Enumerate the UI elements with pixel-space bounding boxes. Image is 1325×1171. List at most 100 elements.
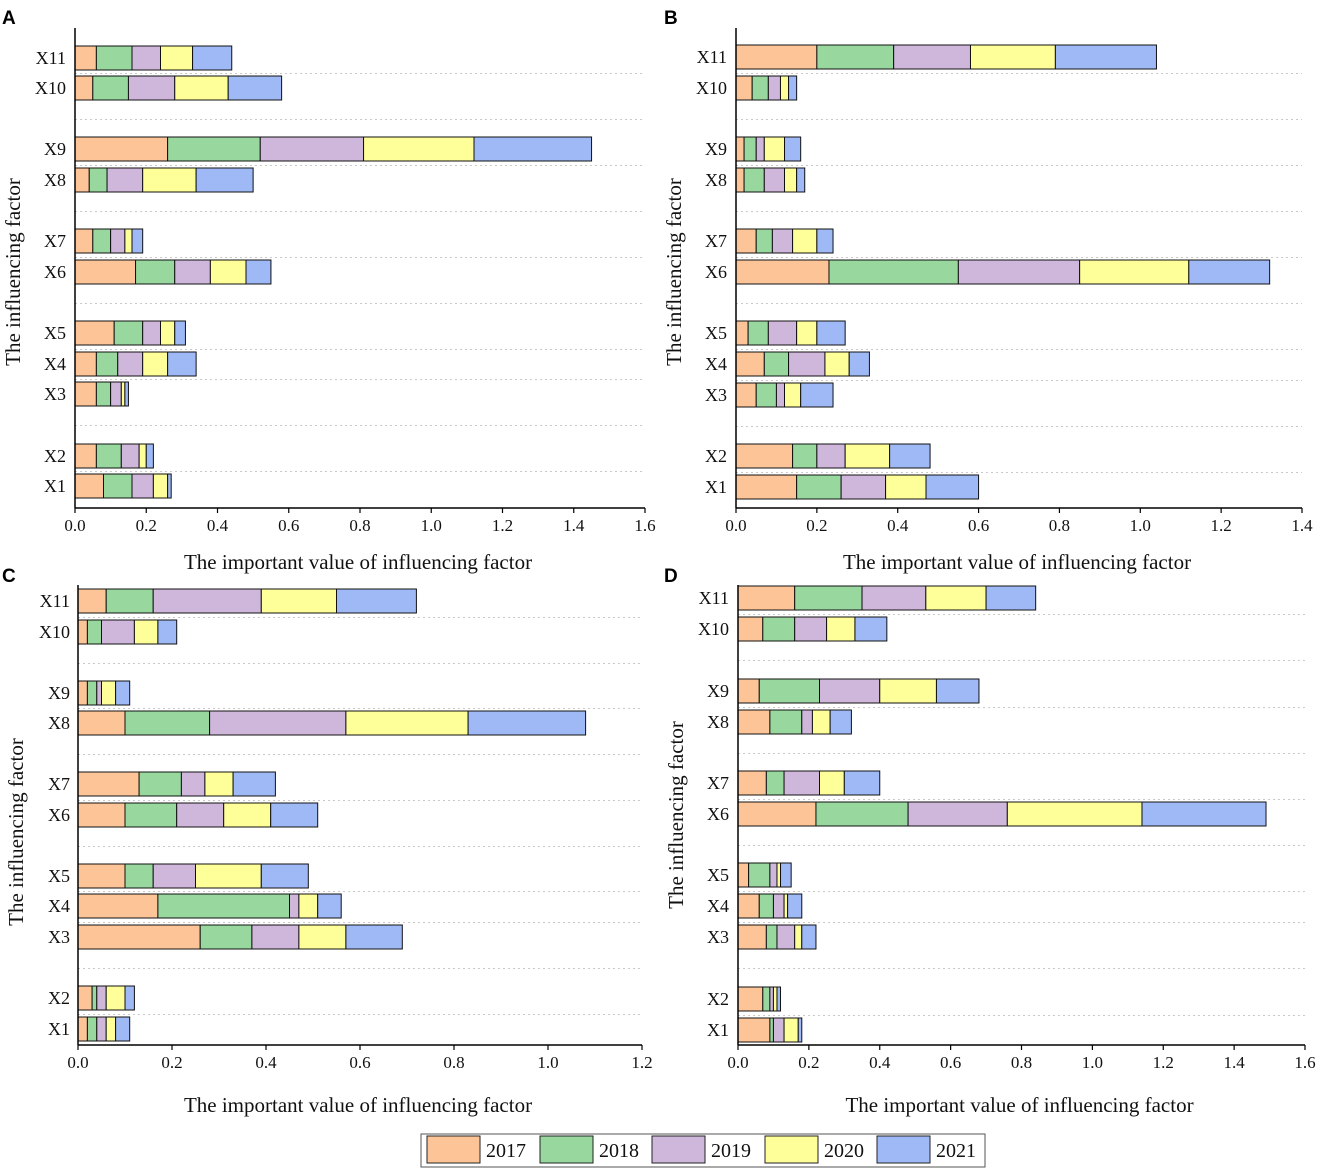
x-tick-label: 0.2 [798, 1053, 819, 1072]
bar-segment-x3-2019 [251, 924, 300, 950]
y-axis-title: The influencing factor [664, 721, 688, 909]
chart-panel-a: A X11 X10 X9 X8 X7 X6 X5 X4 X3 X2 X1 0.0 0.2 0.4 0.6 0.8… [1, 8, 656, 574]
bar-segment-x10-2017 [735, 75, 753, 101]
bar-segment-x9-2021 [784, 136, 802, 162]
x-tick-label: 0.2 [136, 516, 157, 535]
bar-segment-x7-2020 [124, 228, 133, 254]
bar-segment-x8-2021 [195, 167, 254, 193]
bar-segment-x5-2020 [776, 862, 782, 888]
bar-segment-x11-2017 [74, 45, 97, 71]
bar-segment-x3-2018 [199, 924, 253, 950]
bar-segment-x5-2019 [142, 320, 161, 346]
x-tick-label: 0.8 [443, 1053, 464, 1072]
bar-segment-x4-2020 [298, 893, 319, 919]
x-tick-label: 1.0 [537, 1053, 558, 1072]
x-axis-title: The important value of influencing facto… [184, 1093, 532, 1117]
category-label: X1 [707, 1020, 729, 1040]
chart-panel-d: D X11 X10 X9 X8 X7 X6 X5 X4 X3 X2 X1 0.0 0.2 0.4 0.6 0.8… [664, 566, 1316, 1117]
category-label: X8 [705, 170, 727, 190]
bar-segment-x2-2020 [844, 443, 891, 469]
bar-segment-x8-2017 [737, 709, 771, 735]
bar-segment-x11-2019 [861, 585, 927, 611]
bar-segment-x7-2020 [819, 770, 845, 796]
bar-segment-x4-2017 [77, 893, 159, 919]
x-axis-title: The important value of influencing facto… [843, 550, 1191, 574]
bar-segment-x2-2017 [74, 443, 97, 469]
bar-segment-x10-2020 [174, 75, 229, 101]
bar-segment-x10-2018 [92, 75, 129, 101]
legend-label-2017: 2017 [486, 1140, 526, 1162]
bar-segment-x7-2019 [110, 228, 126, 254]
bar-segment-x11-2021 [985, 585, 1037, 611]
category-label: X9 [705, 139, 727, 159]
bar-segment-x7-2019 [783, 770, 821, 796]
category-label: X11 [36, 48, 66, 68]
bar-segment-x1-2020 [783, 1017, 799, 1043]
bar-segment-x3-2021 [801, 924, 817, 950]
bar-segment-x8-2018 [743, 167, 765, 193]
bar-segment-x4-2021 [317, 893, 342, 919]
bar-segment-x6-2021 [245, 259, 272, 285]
category-label: X3 [705, 385, 727, 405]
x-tick-label: 0.8 [1011, 1053, 1032, 1072]
bar-segment-x8-2019 [763, 167, 786, 193]
bar-segment-x1-2017 [735, 474, 798, 500]
legend-swatch-2017 [426, 1135, 481, 1164]
bar-segment-x7-2021 [131, 228, 144, 254]
category-label: X2 [48, 988, 70, 1008]
legend-swatch-2018 [539, 1135, 594, 1164]
bar-segment-x6-2021 [1188, 259, 1271, 285]
bar-segment-x7-2017 [74, 228, 94, 254]
bar-segment-x2-2018 [91, 985, 98, 1011]
category-label: X6 [44, 262, 66, 282]
bar-segment-x9-2020 [879, 678, 937, 704]
bar-segment-x4-2019 [117, 351, 144, 377]
bar-segment-x7-2020 [204, 771, 234, 797]
category-label: X2 [705, 446, 727, 466]
category-label: X7 [44, 231, 66, 251]
bar-segment-x6-2020 [223, 802, 272, 828]
bar-segment-x3-2019 [110, 381, 122, 407]
bar-segment-x3-2021 [124, 381, 129, 407]
legend: 2017 2018 2019 2020 2021 [420, 1133, 986, 1168]
bar-segment-x8-2019 [801, 709, 813, 735]
bar-segment-x1-2021 [115, 1016, 131, 1042]
bar-segment-x6-2019 [907, 801, 1008, 827]
x-tick-label: 1.6 [634, 516, 655, 535]
x-tick-label: 1.2 [1153, 1053, 1174, 1072]
bar-segment-x4-2021 [848, 351, 870, 377]
bar-segment-x7-2017 [737, 770, 767, 796]
category-label: X2 [707, 989, 729, 1009]
category-label: X7 [705, 231, 727, 251]
bar-segment-x9-2020 [763, 136, 786, 162]
bar-segment-x4-2018 [763, 351, 790, 377]
bar-segment-x6-2017 [737, 801, 817, 827]
category-label: X10 [35, 78, 66, 98]
x-tick-label: 0.8 [349, 516, 370, 535]
bar-segment-x10-2018 [762, 616, 796, 642]
bar-segment-x4-2020 [142, 351, 169, 377]
category-label: X1 [44, 476, 66, 496]
legend-swatch-2019 [651, 1135, 706, 1164]
bar-segment-x8-2019 [106, 167, 144, 193]
bar-segment-x1-2017 [74, 473, 104, 499]
category-label: X8 [707, 712, 729, 732]
bar-segment-x5-2019 [767, 320, 798, 346]
category-label: X6 [48, 805, 70, 825]
category-label: X1 [48, 1019, 70, 1039]
bar-segment-x5-2020 [160, 320, 176, 346]
category-label: X9 [707, 681, 729, 701]
category-label: X6 [705, 262, 727, 282]
x-tick-label: 0.6 [278, 516, 299, 535]
bar-segment-x8-2017 [735, 167, 745, 193]
bar-segment-x2-2018 [792, 443, 818, 469]
bar-segment-x4-2018 [95, 351, 119, 377]
bar-segment-x1-2020 [105, 1016, 117, 1042]
bar-segment-x11-2020 [160, 45, 194, 71]
category-label: X4 [705, 354, 727, 374]
x-tick-label: 0.2 [161, 1053, 182, 1072]
bar-segment-x5-2018 [124, 863, 154, 889]
bar-segment-x4-2019 [772, 893, 785, 919]
category-label: X2 [44, 446, 66, 466]
